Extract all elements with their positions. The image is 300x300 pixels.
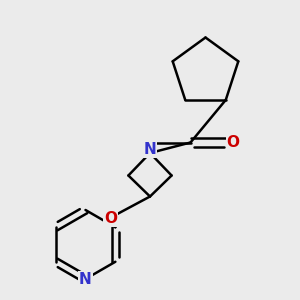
Text: O: O — [226, 135, 240, 150]
Text: O: O — [104, 211, 117, 226]
Text: N: N — [79, 272, 92, 286]
Text: N: N — [144, 142, 156, 158]
